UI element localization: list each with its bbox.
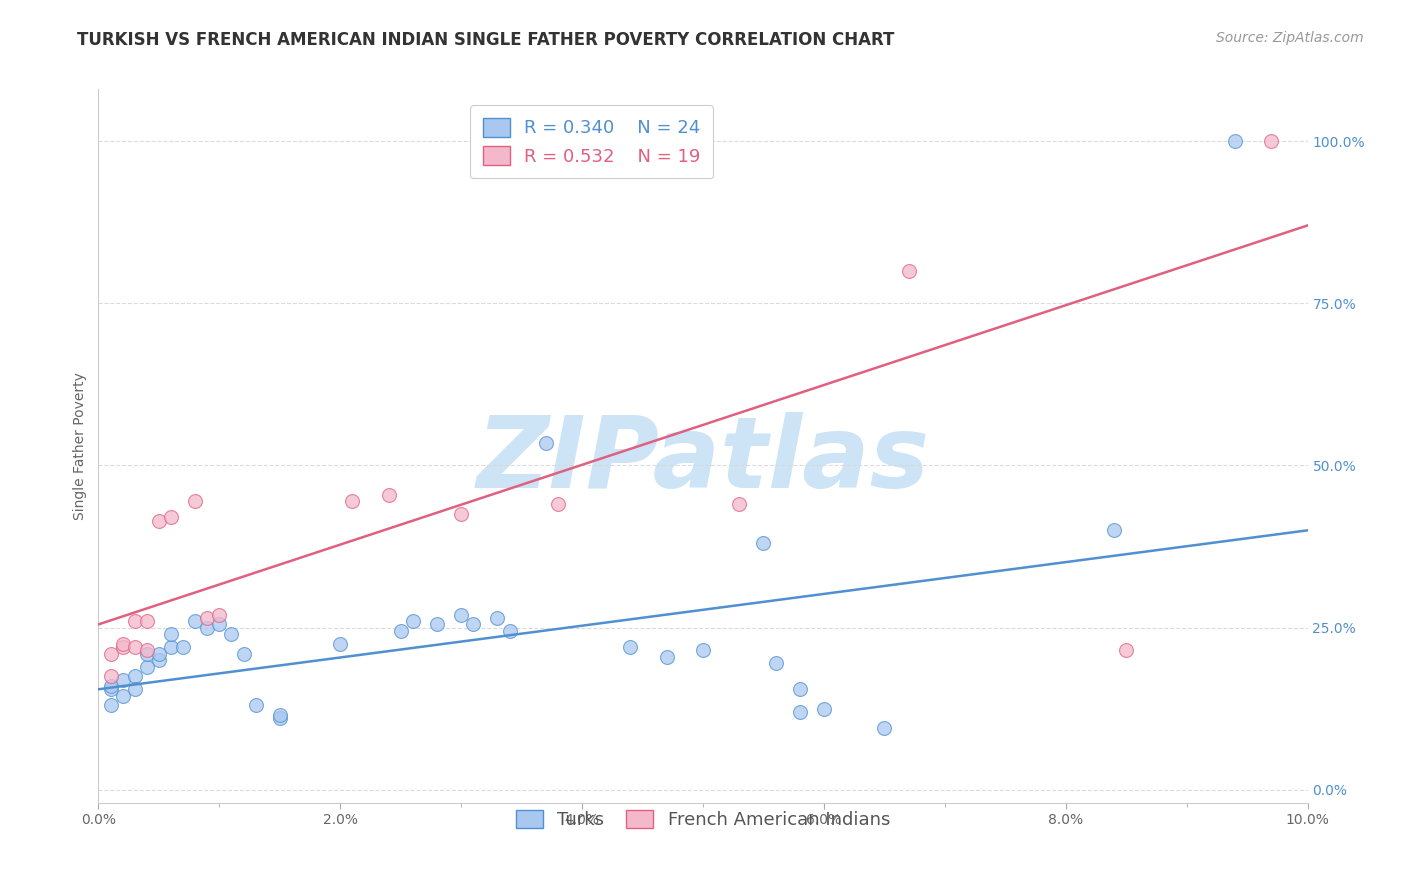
Point [450, 507, 472, 521]
Point [897, 264, 920, 278]
Point [111, 640, 134, 654]
Point [486, 611, 509, 625]
Point [789, 682, 811, 697]
Point [329, 637, 352, 651]
Point [232, 647, 254, 661]
Point [100, 679, 122, 693]
Point [1223, 134, 1246, 148]
Point [195, 611, 218, 625]
Text: ZIPatlas: ZIPatlas [477, 412, 929, 508]
Point [269, 708, 291, 723]
Point [135, 643, 157, 657]
Point [450, 607, 472, 622]
Y-axis label: Single Father Poverty: Single Father Poverty [73, 372, 87, 520]
Point [184, 614, 207, 628]
Point [135, 659, 157, 673]
Point [873, 721, 896, 735]
Point [389, 624, 412, 638]
Point [160, 510, 183, 524]
Point [124, 682, 146, 697]
Point [111, 673, 134, 687]
Point [100, 647, 122, 661]
Point [692, 643, 714, 657]
Point [377, 488, 399, 502]
Point [813, 702, 835, 716]
Point [534, 435, 557, 450]
Point [426, 617, 449, 632]
Point [184, 494, 207, 508]
Point [463, 617, 485, 632]
Point [148, 647, 170, 661]
Point [148, 653, 170, 667]
Point [752, 536, 775, 550]
Point [100, 669, 122, 683]
Point [172, 640, 194, 654]
Point [208, 607, 231, 622]
Point [160, 627, 183, 641]
Point [619, 640, 641, 654]
Point [111, 637, 134, 651]
Point [111, 689, 134, 703]
Point [208, 617, 231, 632]
Point [124, 669, 146, 683]
Point [765, 657, 787, 671]
Point [1102, 524, 1125, 538]
Point [124, 640, 146, 654]
Point [195, 621, 218, 635]
Point [124, 614, 146, 628]
Point [342, 494, 364, 508]
Point [269, 711, 291, 725]
Point [135, 614, 157, 628]
Point [148, 514, 170, 528]
Legend: Turks, French American Indians: Turks, French American Indians [505, 799, 901, 840]
Point [655, 649, 678, 664]
Text: Source: ZipAtlas.com: Source: ZipAtlas.com [1216, 31, 1364, 45]
Point [789, 705, 811, 719]
Point [160, 640, 183, 654]
Text: TURKISH VS FRENCH AMERICAN INDIAN SINGLE FATHER POVERTY CORRELATION CHART: TURKISH VS FRENCH AMERICAN INDIAN SINGLE… [77, 31, 894, 49]
Point [100, 682, 122, 697]
Point [547, 497, 569, 511]
Point [1115, 643, 1137, 657]
Point [221, 627, 243, 641]
Point [1260, 134, 1282, 148]
Point [245, 698, 267, 713]
Point [728, 497, 751, 511]
Point [402, 614, 425, 628]
Point [135, 647, 157, 661]
Point [498, 624, 520, 638]
Point [100, 698, 122, 713]
